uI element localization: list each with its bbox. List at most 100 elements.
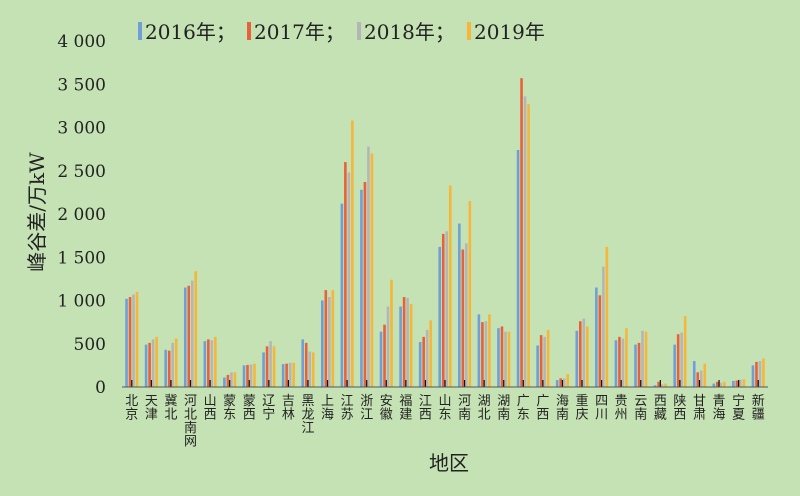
bar [555, 380, 559, 387]
bar [634, 344, 637, 387]
bar [167, 350, 171, 387]
bar [664, 383, 667, 387]
bar [132, 294, 135, 387]
bar [360, 189, 363, 387]
bar [187, 285, 191, 387]
legend-label-2018: 2018年； [364, 20, 455, 44]
bar [164, 349, 167, 387]
bar [144, 344, 148, 387]
bar [370, 153, 374, 387]
bar [712, 383, 716, 387]
bar [527, 104, 530, 387]
legend-swatch-2019 [467, 22, 471, 40]
x-tick-label: 重庆 [576, 393, 589, 423]
bar [625, 328, 628, 387]
bar [383, 324, 386, 387]
bar [214, 336, 217, 387]
bar [523, 96, 527, 388]
x-tick-label: 江西 [419, 394, 432, 423]
bar [539, 335, 543, 387]
bar [595, 287, 598, 387]
bar [484, 321, 488, 387]
bar [321, 300, 324, 387]
bar [742, 379, 746, 387]
bar [641, 330, 644, 387]
bar [637, 342, 641, 387]
legend-label-2019: 2019年 [474, 20, 545, 44]
bar [481, 322, 484, 388]
bar [692, 361, 696, 387]
y-tick-label: 3 000 [57, 119, 106, 139]
bar [155, 336, 158, 387]
bar [676, 334, 680, 387]
bar [233, 372, 237, 387]
y-tick-label: 1 000 [57, 292, 106, 312]
bar [324, 290, 328, 387]
x-tick-label: 山西 [204, 394, 217, 423]
x-tick-label: 蒙东 [223, 394, 236, 423]
y-axis-title: 峰谷差/万kW [25, 152, 49, 272]
bar [230, 372, 233, 387]
bar [762, 358, 765, 387]
x-tick-label: 山东 [438, 394, 451, 423]
legend-swatch-2018 [357, 22, 361, 40]
x-tick-label: 湖北 [478, 394, 491, 423]
bar [422, 336, 425, 387]
x-tick-label: 河南 [458, 394, 471, 423]
bar [507, 331, 511, 387]
x-tick-label: 甘肃 [693, 394, 706, 423]
bar [488, 314, 491, 387]
bar [673, 344, 676, 387]
bar [696, 372, 700, 387]
bar [409, 303, 413, 387]
bar [751, 365, 755, 388]
bar [194, 271, 198, 387]
bar [344, 162, 347, 387]
bar [183, 287, 187, 387]
bar [657, 381, 660, 387]
x-tick-label: 天津 [145, 394, 158, 423]
x-tick-label: 河北南网 [184, 394, 197, 450]
bar [151, 339, 155, 387]
bar [504, 331, 507, 387]
bar [207, 339, 210, 387]
bar [683, 316, 687, 387]
bar [128, 297, 132, 387]
bar [653, 385, 657, 387]
bar [190, 280, 194, 387]
bar [249, 364, 253, 387]
bar [429, 320, 432, 387]
bar [758, 361, 762, 387]
y-tick-label: 3 500 [57, 75, 106, 95]
x-tick-label: 陕西 [673, 394, 686, 423]
bar [566, 374, 569, 387]
bar [304, 342, 308, 387]
bar [226, 374, 230, 387]
legend-label-2017: 2017年； [254, 20, 345, 44]
bar [458, 223, 461, 387]
x-tick-label: 湖南 [497, 394, 510, 423]
bar [399, 306, 402, 387]
bar [448, 185, 452, 387]
bar [262, 352, 265, 387]
bar [644, 331, 648, 387]
x-tick-label: 海南 [556, 394, 569, 423]
x-tick-label: 广东 [517, 394, 530, 423]
bar [543, 336, 546, 387]
y-tick-label: 4 000 [57, 32, 106, 52]
bar [559, 378, 562, 387]
bar [210, 340, 214, 387]
bar [125, 298, 128, 387]
bar [242, 365, 246, 388]
bar [367, 146, 370, 387]
x-tick-label: 安徽 [380, 394, 393, 423]
x-tick-label: 吉林 [282, 394, 295, 423]
bar [285, 363, 288, 387]
bar [288, 362, 292, 387]
bar [536, 345, 539, 387]
x-tick-label: 贵州 [615, 394, 628, 423]
bar [621, 338, 625, 387]
bar [516, 149, 520, 387]
bar [148, 342, 151, 387]
